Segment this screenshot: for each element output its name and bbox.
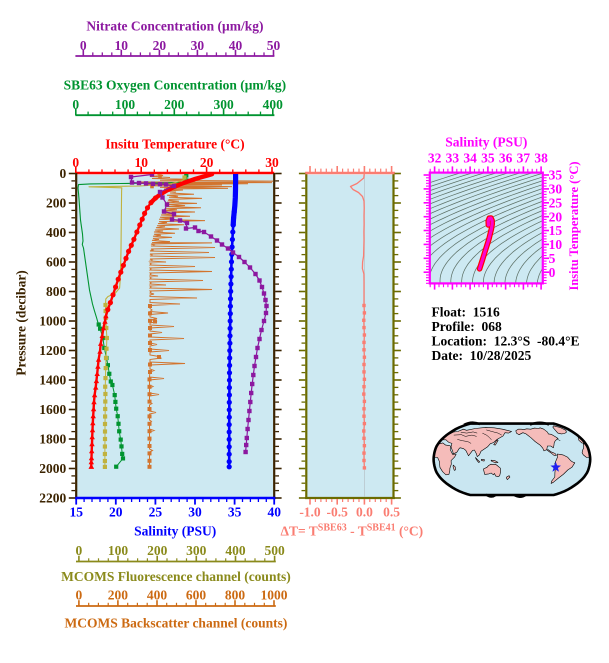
svg-text:0: 0 [59, 166, 66, 181]
svg-text:10: 10 [134, 155, 148, 170]
svg-text:0.0: 0.0 [356, 505, 373, 520]
svg-text:SBE63 Oxygen Concentration (μm: SBE63 Oxygen Concentration (μm/kg) [64, 78, 287, 93]
svg-text:0: 0 [76, 588, 83, 603]
svg-text:1400: 1400 [39, 373, 66, 388]
svg-text:30: 30 [191, 38, 205, 53]
svg-text:2000: 2000 [39, 461, 66, 476]
svg-text:Pressure (decibar): Pressure (decibar) [14, 270, 29, 376]
svg-text:25: 25 [149, 505, 163, 520]
svg-text:100: 100 [108, 543, 129, 558]
svg-text:1200: 1200 [39, 343, 66, 358]
svg-text:400: 400 [225, 543, 246, 558]
svg-text:30: 30 [188, 505, 202, 520]
svg-text:200: 200 [164, 97, 185, 112]
svg-text:20: 20 [109, 505, 123, 520]
svg-text:30: 30 [265, 155, 279, 170]
svg-text:400: 400 [263, 97, 284, 112]
svg-text:600: 600 [46, 255, 67, 270]
svg-text:1600: 1600 [39, 402, 66, 417]
svg-text:-0.5: -0.5 [327, 505, 349, 520]
svg-text:Salinity (PSU): Salinity (PSU) [134, 524, 216, 539]
svg-text:10: 10 [549, 237, 563, 252]
svg-text:0: 0 [76, 543, 83, 558]
svg-text:40: 40 [267, 505, 281, 520]
svg-text:300: 300 [213, 97, 234, 112]
svg-text:200: 200 [46, 196, 67, 211]
svg-text:300: 300 [186, 543, 207, 558]
svg-text:Profile: 068: Profile: 068 [432, 319, 502, 334]
svg-text:20: 20 [549, 209, 563, 224]
svg-text:25: 25 [549, 195, 563, 210]
svg-text:Date: 10/28/2025: Date: 10/28/2025 [432, 348, 532, 363]
svg-text:20: 20 [200, 155, 214, 170]
svg-text:200: 200 [147, 543, 168, 558]
svg-text:200: 200 [108, 588, 129, 603]
svg-text:15: 15 [69, 505, 83, 520]
svg-text:MCOMS Fluorescence channel (co: MCOMS Fluorescence channel (counts) [61, 569, 291, 584]
svg-text:0.5: 0.5 [383, 505, 400, 520]
svg-text:0: 0 [72, 97, 79, 112]
svg-text:600: 600 [186, 588, 207, 603]
svg-text:36: 36 [499, 151, 513, 166]
svg-text:500: 500 [264, 543, 285, 558]
svg-text:10: 10 [115, 38, 129, 53]
svg-text:15: 15 [549, 223, 563, 238]
svg-text:ΔT= TSBE63 - TSBE41 (°C): ΔT= TSBE63 - TSBE41 (°C) [281, 523, 424, 539]
svg-text:38: 38 [534, 151, 548, 166]
svg-text:800: 800 [46, 284, 67, 299]
svg-text:Insitu Temperature (°C): Insitu Temperature (°C) [105, 137, 244, 152]
svg-text:33: 33 [446, 151, 460, 166]
svg-text:0: 0 [72, 155, 79, 170]
svg-text:-1.0: -1.0 [299, 505, 321, 520]
svg-text:1000: 1000 [39, 314, 66, 329]
svg-text:100: 100 [115, 97, 136, 112]
svg-text:30: 30 [549, 182, 563, 197]
svg-text:35: 35 [481, 151, 495, 166]
svg-text:1800: 1800 [39, 432, 66, 447]
svg-text:Salinity (PSU): Salinity (PSU) [445, 135, 527, 150]
svg-text:400: 400 [46, 225, 67, 240]
svg-text:MCOMS Backscatter channel (cou: MCOMS Backscatter channel (counts) [64, 616, 287, 631]
svg-text:1000: 1000 [261, 588, 288, 603]
svg-text:2200: 2200 [39, 491, 66, 506]
svg-text:37: 37 [517, 151, 531, 166]
svg-text:40: 40 [229, 38, 243, 53]
svg-text:34: 34 [463, 151, 477, 166]
svg-text:35: 35 [549, 168, 563, 183]
svg-text:35: 35 [228, 505, 242, 520]
svg-text:0: 0 [549, 265, 556, 280]
svg-text:5: 5 [549, 251, 556, 266]
svg-text:Nitrate Concentration (μm/kg): Nitrate Concentration (μm/kg) [86, 19, 263, 34]
svg-text:Insitu Temperature (°C): Insitu Temperature (°C) [567, 161, 581, 290]
svg-text:800: 800 [225, 588, 246, 603]
svg-text:Location: 12.3°S -80.4°E: Location: 12.3°S -80.4°E [432, 334, 580, 349]
svg-text:400: 400 [147, 588, 168, 603]
svg-text:50: 50 [267, 38, 281, 53]
svg-text:20: 20 [153, 38, 167, 53]
svg-text:Float: 1516: Float: 1516 [432, 305, 500, 320]
svg-text:32: 32 [428, 151, 442, 166]
svg-text:0: 0 [80, 38, 87, 53]
